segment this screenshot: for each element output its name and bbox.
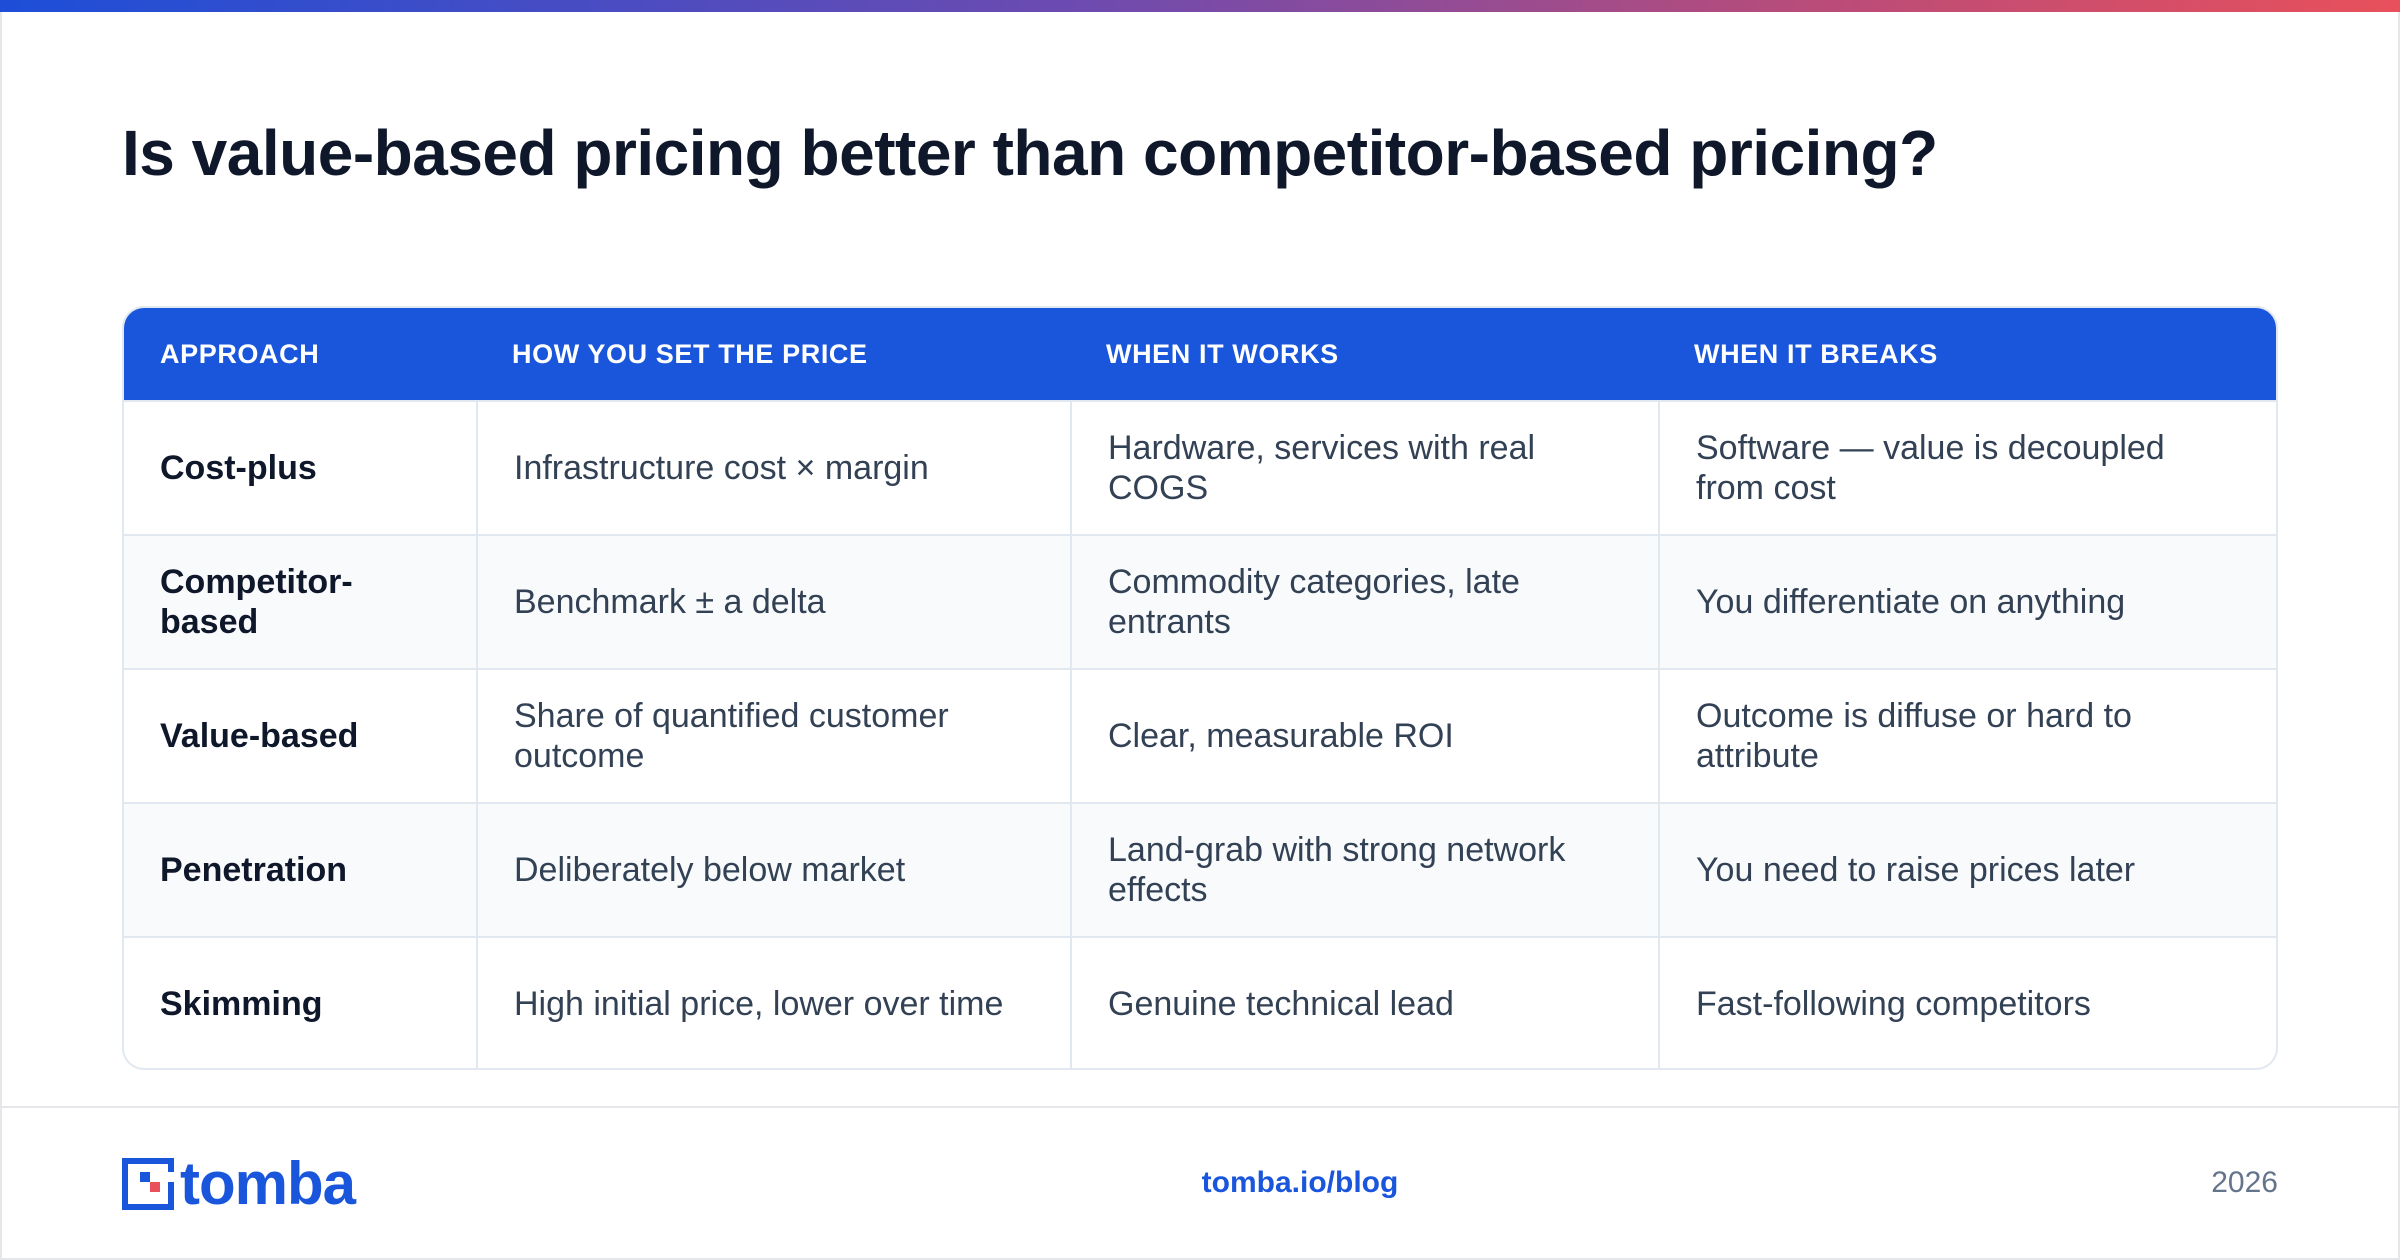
cell-how: Benchmark ± a delta	[476, 536, 1070, 668]
page-title: Is value-based pricing better than compe…	[122, 117, 1938, 189]
pricing-comparison-table: APPROACH HOW YOU SET THE PRICE WHEN IT W…	[122, 306, 2278, 1070]
footer-divider	[0, 1106, 2400, 1108]
table-row: Cost-plus Infrastructure cost × margin H…	[124, 400, 2276, 534]
gradient-top-bar	[0, 0, 2400, 12]
footer-year: 2026	[2211, 1166, 2278, 1199]
cell-works: Clear, measurable ROI	[1070, 670, 1658, 802]
table-row: Skimming High initial price, lower over …	[124, 936, 2276, 1068]
cell-approach: Skimming	[160, 985, 323, 1023]
cell-works: Land-grab with strong network effects	[1070, 804, 1658, 936]
cell-how: Share of quantified customer outcome	[476, 670, 1070, 802]
cell-breaks: Outcome is diffuse or hard to attribute	[1658, 670, 2276, 802]
logo-wordmark: tomba	[180, 1150, 356, 1217]
cell-breaks: Fast-following competitors	[1658, 938, 2276, 1068]
cell-works: Commodity categories, late entrants	[1070, 536, 1658, 668]
header-how-you-set-price: HOW YOU SET THE PRICE	[512, 338, 868, 369]
tomba-logo-icon	[122, 1158, 174, 1210]
table-row: Competitor-based Benchmark ± a delta Com…	[124, 534, 2276, 668]
cell-breaks: Software — value is decoupled from cost	[1658, 402, 2276, 534]
cell-how: Infrastructure cost × margin	[476, 402, 1070, 534]
table-row: Penetration Deliberately below market La…	[124, 802, 2276, 936]
header-when-it-breaks: WHEN IT BREAKS	[1694, 338, 1938, 369]
header-approach: APPROACH	[160, 338, 320, 369]
table-row: Value-based Share of quantified customer…	[124, 668, 2276, 802]
cell-works: Genuine technical lead	[1070, 938, 1658, 1068]
cell-how: Deliberately below market	[476, 804, 1070, 936]
cell-breaks: You differentiate on anything	[1658, 536, 2276, 668]
cell-how: High initial price, lower over time	[476, 938, 1070, 1068]
cell-approach: Value-based	[160, 717, 359, 755]
cell-approach: Competitor-based	[160, 563, 353, 641]
table-header: APPROACH HOW YOU SET THE PRICE WHEN IT W…	[124, 308, 2276, 400]
cell-works: Hardware, services with real COGS	[1070, 402, 1658, 534]
cell-approach: Cost-plus	[160, 449, 317, 487]
header-when-it-works: WHEN IT WORKS	[1106, 338, 1339, 369]
cell-approach: Penetration	[160, 851, 348, 889]
cell-breaks: You need to raise prices later	[1658, 804, 2276, 936]
tomba-logo[interactable]: tomba	[122, 1150, 356, 1217]
blog-link[interactable]: tomba.io/blog	[1201, 1166, 1399, 1199]
